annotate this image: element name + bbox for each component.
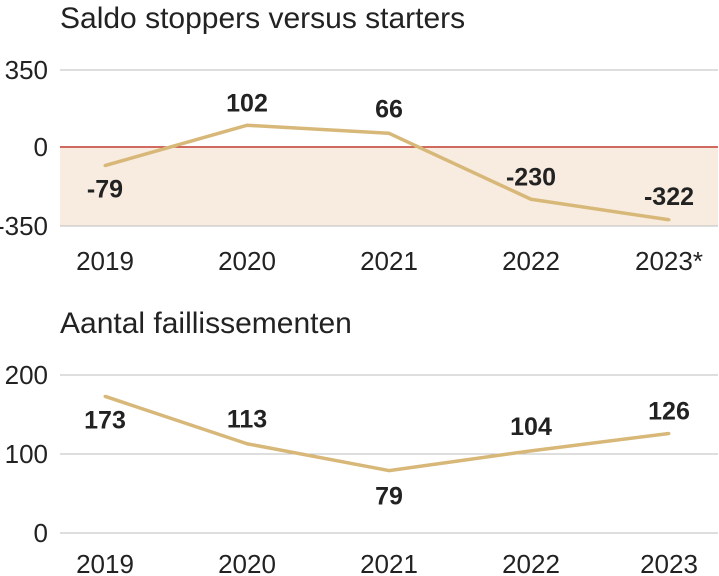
data-label: 126: [648, 397, 690, 425]
data-label: 66: [375, 95, 403, 123]
data-point: [103, 164, 107, 168]
x-tick-label: 2023*: [635, 246, 703, 276]
data-label: 104: [510, 413, 552, 441]
y-tick-label: 0: [34, 518, 48, 548]
data-point: [245, 442, 249, 446]
x-tick-label: 2022: [502, 246, 560, 276]
data-point: [245, 123, 249, 127]
y-tick-label: 0: [34, 132, 48, 162]
data-label: -322: [644, 183, 694, 211]
data-label: -79: [87, 176, 123, 204]
x-tick-label: 2020: [218, 549, 276, 576]
negative-region-shade: [60, 148, 718, 226]
data-label: 173: [84, 406, 126, 434]
x-tick-label: 2019: [76, 246, 134, 276]
y-tick-label: 350: [5, 55, 48, 85]
data-label: 113: [227, 406, 267, 434]
y-tick-label: -350: [0, 211, 48, 241]
data-point: [387, 469, 391, 473]
x-tick-label: 2023: [640, 549, 698, 576]
y-tick-label: 200: [5, 360, 48, 390]
data-point: [667, 431, 671, 435]
x-tick-label: 2022: [502, 549, 560, 576]
data-point: [529, 197, 533, 201]
chart-title: Aantal faillissementen: [60, 307, 352, 340]
data-point: [667, 218, 671, 222]
x-tick-label: 2019: [76, 549, 134, 576]
data-label: -230: [506, 163, 556, 191]
y-tick-label: 100: [5, 439, 48, 469]
series-line: [104, 394, 670, 473]
data-point: [529, 449, 533, 453]
chart-title: Saldo stoppers versus starters: [60, 2, 465, 35]
data-point: [103, 394, 107, 398]
x-tick-label: 2021: [360, 549, 418, 576]
x-tick-label: 2020: [218, 246, 276, 276]
data-point: [387, 131, 391, 135]
data-label: 79: [375, 483, 403, 511]
data-label: 102: [226, 89, 268, 117]
x-tick-label: 2021: [360, 246, 418, 276]
